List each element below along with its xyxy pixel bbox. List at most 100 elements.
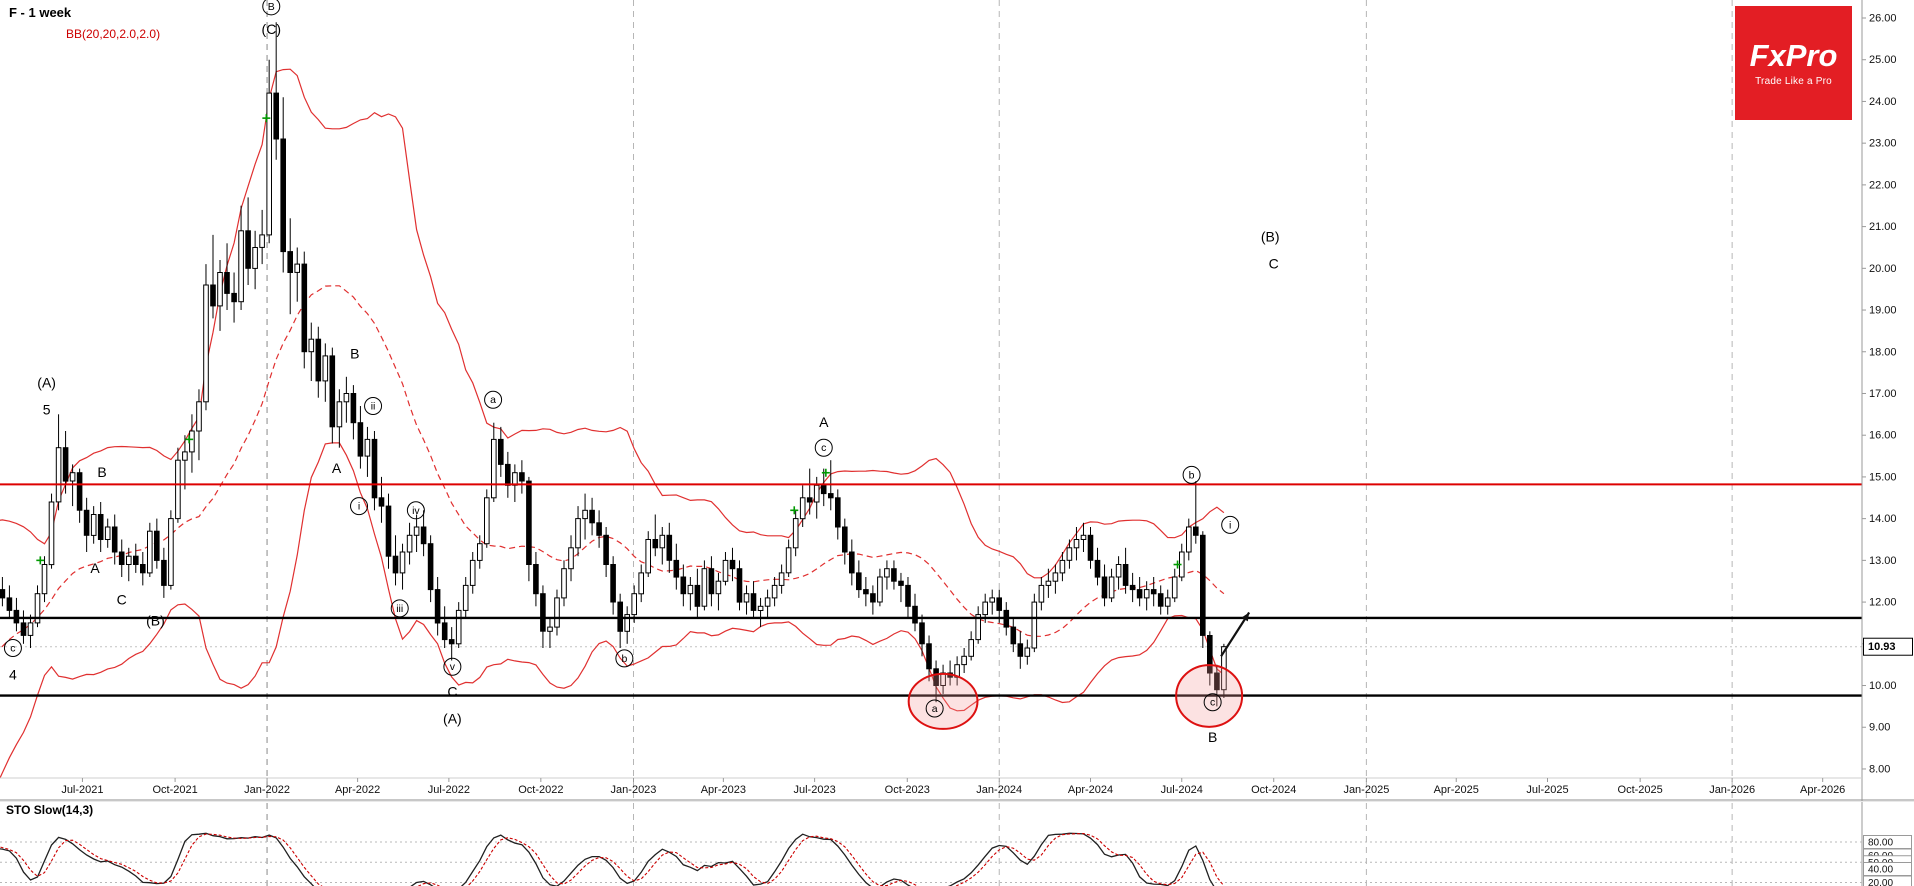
time-tick-label: Apr-2025	[1434, 784, 1479, 796]
current-price-badge	[1863, 637, 1913, 656]
wave-label[interactable]: v	[443, 657, 462, 676]
svg-text:b: b	[621, 653, 627, 665]
time-tick-label: Jul-2025	[1526, 784, 1568, 796]
wave-label[interactable]: 4	[9, 667, 17, 683]
wave-label[interactable]: iv	[406, 501, 425, 520]
up-arrow[interactable]	[1220, 611, 1251, 657]
year-separator-lines	[266, 0, 1733, 886]
svg-text:B: B	[1208, 729, 1217, 745]
svg-text:(A): (A)	[37, 375, 56, 391]
price-tick-label: 18.00	[1869, 346, 1897, 358]
sto-indicator-label: STO Slow(14,3)	[6, 803, 94, 817]
svg-text:A: A	[819, 414, 829, 430]
svg-text:a: a	[932, 703, 938, 715]
svg-text:4: 4	[9, 667, 17, 683]
svg-text:iv: iv	[412, 505, 420, 517]
bollinger-bands	[0, 68, 1225, 778]
svg-text:(B): (B)	[146, 612, 165, 628]
price-tick-label: 24.00	[1869, 96, 1897, 108]
time-tick-label: Jan-2026	[1709, 784, 1755, 796]
wave-label[interactable]: i	[1221, 515, 1240, 534]
highlight-ellipses[interactable]	[907, 664, 1244, 730]
wave-label[interactable]: (B)	[146, 612, 165, 628]
wave-label[interactable]: c	[1203, 693, 1222, 712]
fxpro-brand-text: FxPro	[1749, 37, 1838, 73]
time-tick-label: Jan-2024	[976, 784, 1022, 796]
svg-text:a: a	[490, 394, 496, 406]
wave-label[interactable]: b	[1182, 465, 1201, 484]
indicator-label: BB(20,20,2.0,2.0)	[66, 27, 161, 41]
wave-label[interactable]: (A)	[443, 710, 462, 726]
time-tick-label: Apr-2023	[701, 784, 746, 796]
time-tick-label: Jan-2022	[244, 784, 290, 796]
wave-label[interactable]: C	[1269, 256, 1279, 272]
wave-label[interactable]: B	[1208, 729, 1217, 745]
time-tick-label: Jul-2023	[794, 784, 836, 796]
price-tick-label: 13.00	[1869, 555, 1897, 567]
wave-label[interactable]: B	[350, 345, 359, 361]
time-tick-label: Oct-2022	[518, 784, 563, 796]
price-tick-label: 14.00	[1869, 513, 1897, 525]
wave-label[interactable]: a	[484, 390, 503, 409]
wave-label[interactable]: A	[332, 460, 342, 476]
price-tick-label: 26.00	[1869, 13, 1897, 25]
wave-label[interactable]: c	[814, 438, 833, 457]
svg-text:i: i	[1229, 519, 1231, 531]
horizontal-level-lines[interactable]	[0, 483, 1862, 697]
price-tick-label: 8.00	[1869, 763, 1890, 775]
wave-label[interactable]: a	[925, 699, 944, 718]
wave-label[interactable]: B	[262, 0, 281, 16]
svg-text:C: C	[447, 683, 457, 699]
symbol-title: F - 1 week	[9, 5, 72, 20]
wave-label[interactable]: (A)	[37, 375, 56, 391]
svg-text:(A): (A)	[443, 710, 462, 726]
svg-text:B: B	[268, 1, 275, 13]
price-tick-label: 21.00	[1869, 221, 1897, 233]
svg-text:C: C	[117, 591, 127, 607]
price-tick-label: 25.00	[1869, 54, 1897, 66]
price-tick-label: 12.00	[1869, 597, 1897, 609]
wave-label[interactable]: c	[3, 638, 22, 657]
wave-label[interactable]: C	[117, 591, 127, 607]
wave-label[interactable]: 5	[43, 402, 51, 418]
svg-text:c: c	[821, 442, 826, 454]
time-tick-label: Oct-2023	[885, 784, 930, 796]
fxpro-logo: FxPro Trade Like a Pro	[1735, 6, 1852, 120]
time-tick-label: Jul-2021	[61, 784, 103, 796]
highlight-ellipse	[1175, 664, 1244, 728]
time-tick-label: Oct-2025	[1618, 784, 1663, 796]
time-axis[interactable]: Jul-2021 Oct-2021 Jan-2022 Apr-2022 Jul-2022…	[0, 777, 1862, 796]
wave-label[interactable]: (C)	[262, 21, 281, 37]
wave-label[interactable]: iii	[390, 599, 409, 618]
wave-label[interactable]: ii	[364, 396, 383, 415]
wave-label[interactable]: B	[97, 464, 106, 480]
wave-label[interactable]: A	[819, 414, 829, 430]
price-axis[interactable]: 26.00 25.00 24.00 23.00 22.00 21.00 20.00 19.00…	[1861, 0, 1913, 886]
time-tick-label: Apr-2024	[1068, 784, 1113, 796]
price-tick-label: 10.00	[1869, 680, 1897, 692]
time-tick-label: Jul-2022	[428, 784, 470, 796]
wave-label[interactable]: b	[615, 649, 634, 668]
price-tick-label: 20.00	[1869, 263, 1897, 275]
wave-label[interactable]: (B)	[1261, 229, 1280, 245]
svg-text:A: A	[332, 460, 342, 476]
time-tick-label: Apr-2026	[1800, 784, 1845, 796]
sto-tick-label: 40.00	[1868, 865, 1893, 876]
svg-text:C: C	[1269, 256, 1279, 272]
svg-text:B: B	[97, 464, 106, 480]
svg-text:i: i	[358, 501, 360, 513]
price-tick-label: 19.00	[1869, 305, 1897, 317]
candlestick-series	[0, 22, 1227, 707]
wave-label[interactable]: C	[447, 683, 457, 699]
time-tick-label: Apr-2022	[335, 784, 380, 796]
time-tick-label: Jan-2025	[1343, 784, 1389, 796]
fxpro-tagline: Trade Like a Pro	[1755, 75, 1832, 87]
time-tick-label: Oct-2021	[152, 784, 197, 796]
wave-label[interactable]: i	[350, 497, 369, 516]
price-tick-label: 9.00	[1869, 722, 1890, 734]
wave-label[interactable]: A	[90, 560, 100, 576]
stochastic-lines	[0, 832, 1225, 886]
